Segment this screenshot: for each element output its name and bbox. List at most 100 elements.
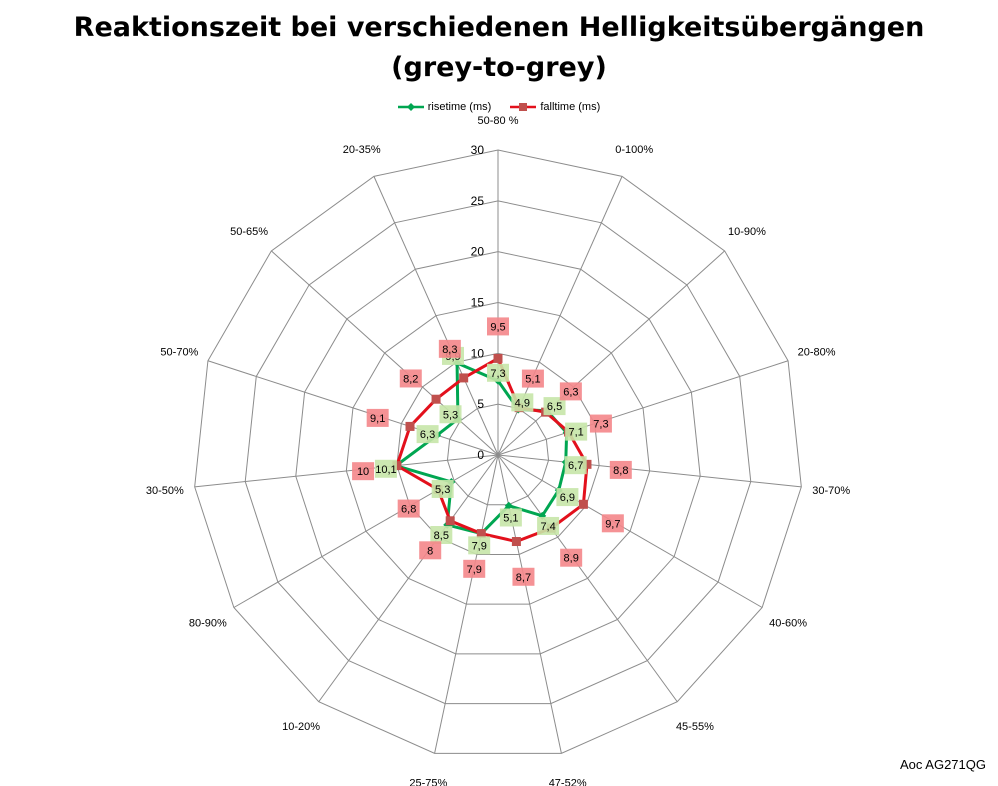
- data-label-risetime: 6,9: [560, 492, 575, 504]
- data-label-risetime: 5,3: [435, 484, 450, 496]
- data-point-falltime: [476, 529, 486, 539]
- category-label: 50-80 %: [478, 115, 519, 127]
- data-label-bg-falltime: [589, 414, 612, 433]
- grid-spoke: [318, 454, 499, 703]
- category-label: 40-60%: [769, 618, 807, 630]
- data-point-falltime: [582, 459, 592, 469]
- tick-label: 15: [471, 296, 485, 310]
- category-label: 50-65%: [230, 226, 268, 238]
- data-point-falltime: [431, 394, 441, 404]
- data-label-falltime: 9,7: [605, 518, 620, 530]
- legend-swatch-falltime: [510, 103, 537, 111]
- data-label-falltime: 6,3: [563, 386, 578, 398]
- data-label-bg-risetime: [543, 397, 566, 416]
- data-label-falltime: 7,9: [467, 564, 482, 576]
- category-label: 50-70%: [160, 346, 198, 358]
- data-label-bg-falltime: [463, 559, 486, 578]
- tick-label: 10: [471, 346, 485, 360]
- data-label-bg-risetime: [416, 425, 439, 444]
- legend-label-falltime: falltime (ms): [540, 101, 601, 113]
- category-label: 20-35%: [343, 144, 381, 156]
- data-label-bg-risetime: [511, 393, 534, 412]
- data-label-bg-risetime: [556, 488, 579, 507]
- data-label-falltime: 8,7: [516, 572, 531, 584]
- grid-spoke: [497, 454, 678, 703]
- grid-spoke: [497, 454, 802, 488]
- tick-label: 0: [477, 448, 484, 462]
- data-point-falltime: [405, 421, 415, 431]
- data-label-bg-risetime: [374, 459, 397, 478]
- grid-spoke: [233, 454, 499, 608]
- category-label: 10-90%: [728, 226, 766, 238]
- data-label-falltime: 10: [357, 466, 369, 478]
- grid-spoke: [373, 176, 499, 456]
- category-label: 20-80%: [798, 346, 836, 358]
- grid-ring-20: [295, 251, 701, 655]
- data-label-bg-falltime: [601, 514, 624, 533]
- data-label-bg-falltime: [366, 408, 389, 427]
- chart-title: Reaktionszeit bei verschiedenen Helligke…: [0, 8, 998, 88]
- data-label-bg-risetime: [564, 456, 587, 475]
- data-label-bg-falltime: [397, 499, 420, 518]
- data-label-bg-risetime: [430, 526, 453, 545]
- data-label-falltime: 8,2: [403, 373, 418, 385]
- data-label-risetime: 10,1: [375, 464, 396, 476]
- chart-title-line-1: Reaktionszeit bei verschiedenen Helligke…: [73, 12, 925, 43]
- tick-label: 30: [471, 143, 485, 157]
- data-label-falltime: 9,5: [490, 321, 505, 333]
- watermark-text: Aoc AG271QG: [900, 757, 986, 772]
- data-point-falltime: [511, 537, 521, 547]
- data-label-bg-falltime: [419, 541, 442, 560]
- data-label-risetime: 6,5: [547, 401, 562, 413]
- data-label-risetime: 7,4: [540, 521, 555, 533]
- grid-ring-15: [345, 301, 651, 605]
- chart-legend: risetime (ms) falltime (ms): [0, 101, 998, 115]
- grid-spoke: [497, 454, 763, 608]
- legend-item-falltime: falltime (ms): [510, 101, 600, 113]
- data-point-risetime: [504, 501, 513, 510]
- grid-ring-25: [244, 200, 752, 705]
- data-label-bg-falltime: [399, 369, 422, 388]
- data-label-risetime: 4,9: [515, 397, 530, 409]
- data-label-bg-falltime: [438, 339, 461, 358]
- data-label-risetime: 5,3: [443, 409, 458, 421]
- legend-item-risetime: risetime (ms): [397, 101, 492, 113]
- data-point-falltime: [578, 499, 588, 509]
- grid-ring-10: [396, 352, 600, 555]
- category-label: 45-55%: [676, 721, 714, 733]
- data-label-bg-falltime: [512, 567, 535, 586]
- legend-swatch-risetime: [397, 103, 424, 111]
- data-label-bg-falltime: [521, 369, 544, 388]
- category-label: 30-50%: [146, 485, 184, 497]
- data-label-bg-falltime: [352, 462, 375, 481]
- data-label-bg-falltime: [487, 317, 509, 336]
- category-label: 47-52%: [549, 778, 587, 786]
- tick-label: 25: [471, 194, 485, 208]
- data-label-bg-risetime: [537, 516, 560, 535]
- grid-spoke: [497, 360, 789, 456]
- data-point-falltime: [459, 373, 469, 383]
- data-label-bg-risetime: [439, 405, 462, 424]
- data-point-falltime: [493, 353, 503, 363]
- tick-label: 20: [471, 245, 485, 259]
- data-label-bg-risetime: [487, 363, 509, 382]
- series-line-falltime: [395, 356, 589, 544]
- data-label-risetime: 7,1: [569, 427, 584, 439]
- data-label-risetime: 7,9: [472, 540, 487, 552]
- data-label-risetime: 8,5: [434, 530, 449, 542]
- grid-spoke: [434, 454, 499, 754]
- data-point-falltime: [445, 516, 455, 526]
- category-label: 10-20%: [282, 721, 320, 733]
- grid-spoke: [194, 454, 499, 488]
- category-label: 25-75%: [409, 778, 447, 786]
- grid-spoke: [207, 360, 499, 456]
- data-label-falltime: 6,8: [401, 504, 416, 516]
- data-label-falltime: 5,1: [525, 374, 540, 386]
- legend-label-risetime: risetime (ms): [427, 101, 492, 113]
- data-label-bg-falltime: [609, 460, 632, 479]
- tick-label: 5: [477, 397, 484, 411]
- data-label-bg-risetime: [565, 422, 588, 441]
- data-label-bg-risetime: [468, 536, 491, 555]
- data-label-falltime: 8,8: [613, 465, 628, 477]
